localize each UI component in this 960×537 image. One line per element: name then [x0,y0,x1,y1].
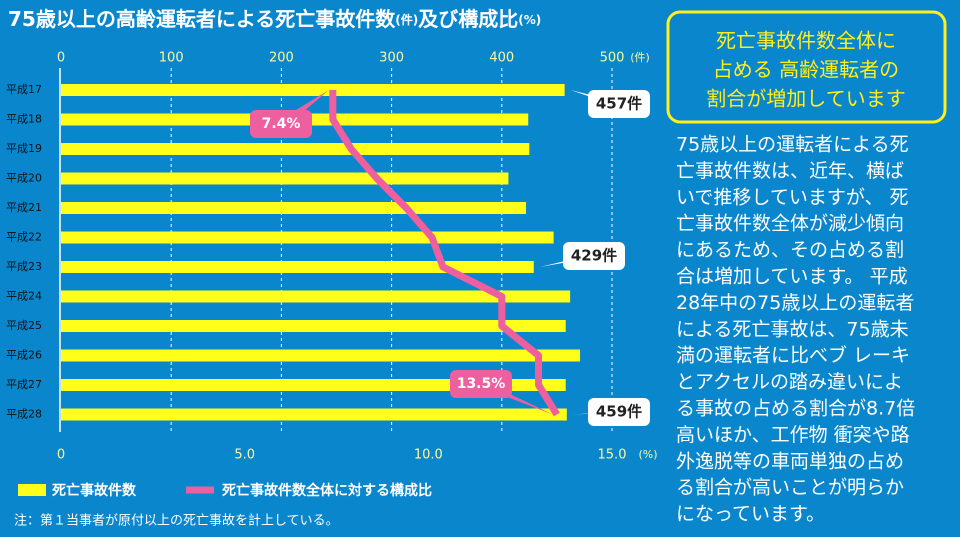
data-label: 13.5% [457,376,506,392]
panel-heading: 割合が増加しています [706,87,905,111]
title-part: 及び構成比 [418,7,518,31]
x-unit: (件) [630,51,650,64]
line [329,90,560,417]
panel-text: 高いほか、工作物 衝突や路 [676,424,910,446]
bar [61,408,567,421]
panel-text: になっています。 [676,503,825,525]
panel-text: いで推移していますが、 死 [676,186,909,208]
bar [61,349,581,362]
x2-unit: (%) [638,448,657,461]
bar [61,231,554,244]
callout-box [250,110,312,138]
data-label: 459件 [596,403,642,421]
x2-tick-label: 15.0 [598,448,627,463]
panel-text: 亡事故件数は、近年、横ば [676,160,904,182]
y-tick-label: 平成27 [6,378,42,391]
chart-title: 75歳以上の高齢運転者による死亡事故件数(件)及び構成比(%) [8,7,541,31]
legend-label: 死亡事故件数全体に対する構成比 [221,482,432,499]
title-unit: (件) [395,12,418,27]
bar [61,84,565,96]
callout-box [563,242,625,270]
x2-tick-label: 0 [57,448,65,463]
panel-heading: 占める 高齢運転者の [713,58,899,82]
bar [61,320,566,332]
y-tick-label: 平成24 [6,290,42,303]
title-unit: (%) [518,13,541,27]
x-tick-label: 300 [379,51,404,66]
panel-text: 亡事故件数全体が減少傾向 [676,213,904,235]
panel-text: 外逸脱等の車両単独の占め [676,450,904,472]
y-tick-label: 平成23 [6,260,42,273]
callout-box [588,398,650,426]
x2-tick-label: 10.0 [414,448,443,463]
y-tick-label: 平成18 [6,113,42,126]
panel-heading: 死亡事故件数全体に [716,29,896,53]
bar [61,290,571,303]
title-part: 75歳以上の高齢運転者による死亡事故件数 [8,7,396,31]
bar [61,261,534,273]
panel-text: とアクセルの踏み違いによ [676,371,903,393]
x-tick-label: 0 [57,51,65,66]
y-tick-label: 平成21 [6,201,42,214]
panel-text: による死亡事故は、75歳未 [676,318,909,340]
data-label: 429件 [571,247,617,265]
data-label: 7.4% [262,116,301,132]
x-tick-label: 200 [269,51,294,66]
panel-text: 28年中の75歳以上の運転者 [676,292,914,314]
y-tick-label: 平成19 [6,142,42,155]
panel-text: 合は増加しています。 平成 [676,266,908,288]
x-tick-label: 100 [159,51,184,66]
y-tick-label: 平成26 [6,349,42,362]
bar [61,172,509,185]
y-tick-label: 平成28 [6,408,42,421]
bar [61,379,566,391]
panel-text: 満の運転者に比べブ レーキ [676,344,910,367]
note: 注：第１当事者が原付以上の死亡事故を計上している。 [14,513,339,529]
y-tick-label: 平成17 [6,83,42,96]
callout-pointer [539,256,602,267]
bar [61,143,530,155]
panel-text: 75歳以上の運転者による死 [676,134,909,156]
panel-text: にあるため、その占める割 [676,239,904,261]
panel-text: る事故の占める割合が8.7倍 [676,398,915,420]
y-tick-label: 平成22 [6,231,42,244]
legend-label: 死亡事故件数 [51,482,137,499]
y-tick-label: 平成25 [6,319,42,332]
data-label: 457件 [596,95,642,113]
callout-box [450,370,512,398]
x-tick-label: 400 [489,51,514,66]
panel-text: る割合が高いことが明らか [676,477,904,499]
y-tick-label: 平成20 [6,172,42,185]
callout-box [588,90,650,118]
bar [61,202,527,214]
x-tick-label: 500 [600,51,625,66]
legend-swatch [18,484,46,496]
panel-box [666,10,947,124]
x2-tick-label: 5.0 [234,448,255,463]
